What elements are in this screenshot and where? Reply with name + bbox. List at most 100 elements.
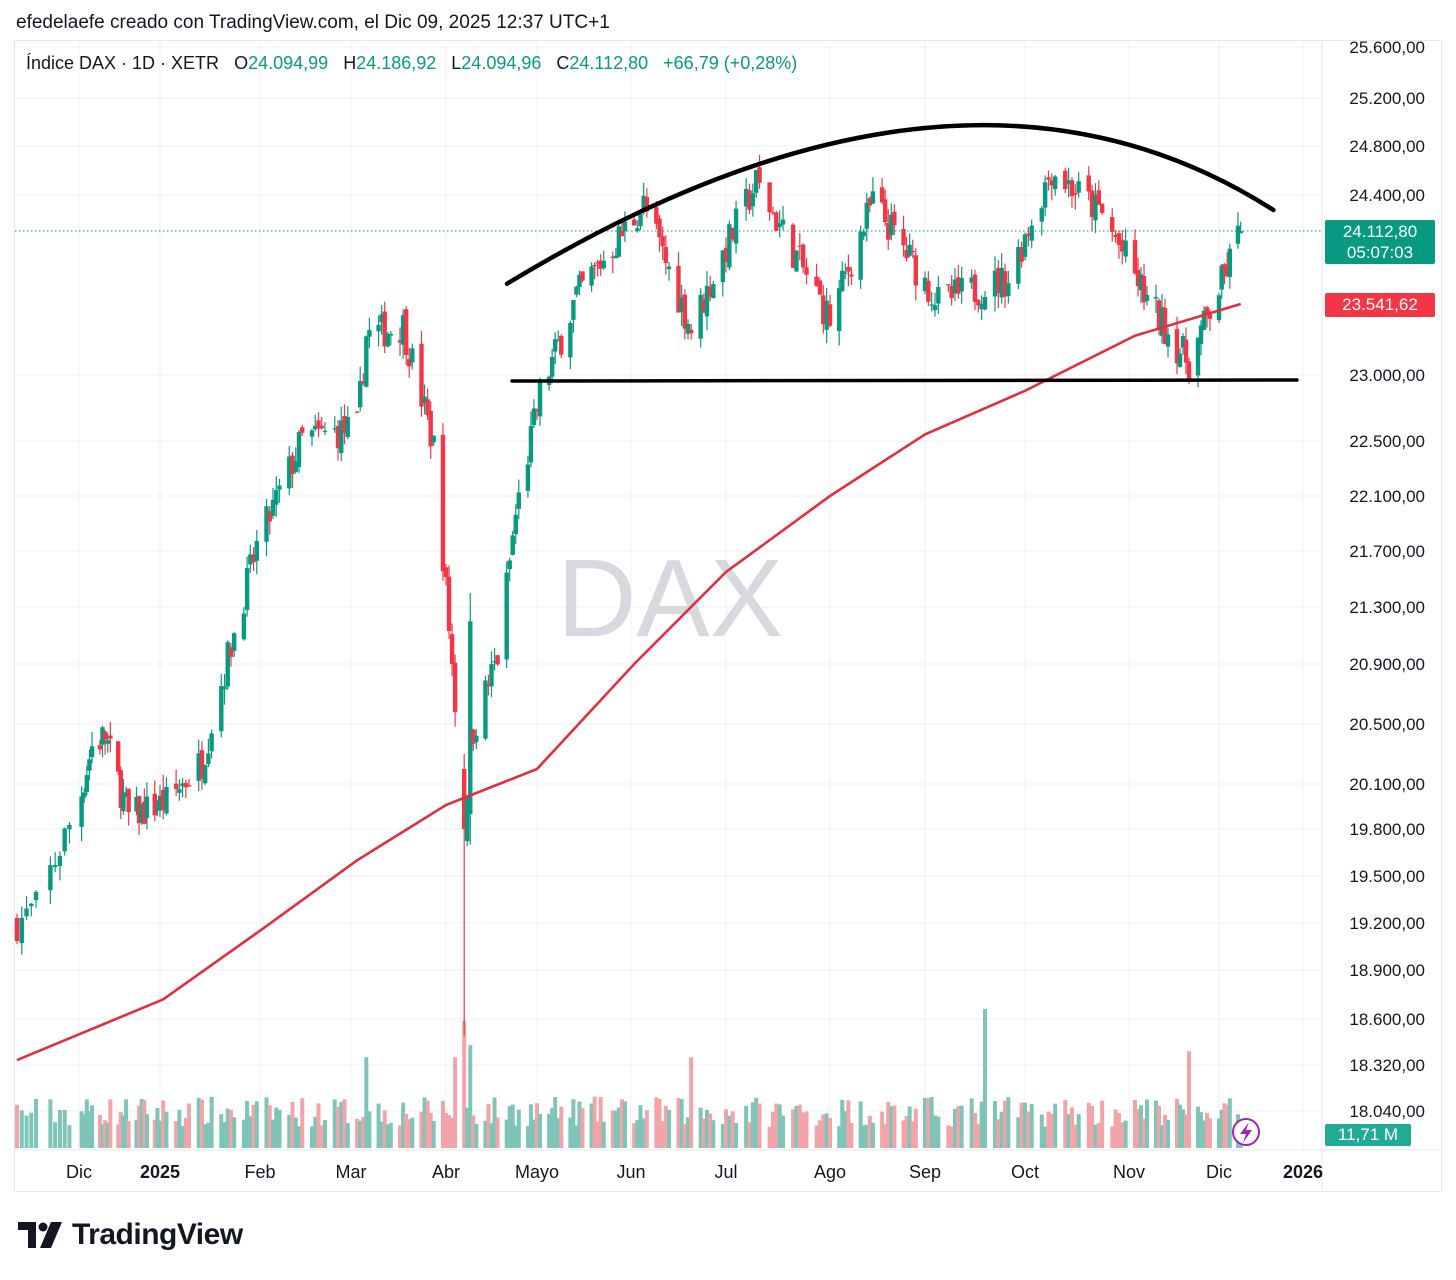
candle-body bbox=[949, 286, 954, 299]
volume-bar bbox=[1139, 1105, 1143, 1148]
volume-bar bbox=[144, 1114, 149, 1148]
candle-body bbox=[89, 746, 95, 757]
candle-body bbox=[1113, 234, 1118, 238]
volume-tag: 11,71 M bbox=[1325, 1124, 1411, 1146]
volume-bar bbox=[248, 1116, 253, 1148]
volume-bar bbox=[271, 1119, 275, 1148]
candle-body bbox=[836, 288, 842, 331]
candle-body bbox=[849, 274, 854, 277]
candle-body bbox=[528, 425, 534, 463]
volume-bar bbox=[1066, 1114, 1071, 1148]
candle-body bbox=[1135, 269, 1141, 286]
candle-body bbox=[976, 300, 981, 306]
lightning-icon[interactable] bbox=[1232, 1118, 1260, 1146]
volume-bar bbox=[889, 1106, 894, 1148]
volume-bar bbox=[48, 1099, 53, 1148]
candle-body bbox=[219, 686, 224, 732]
volume-bar bbox=[999, 1111, 1004, 1148]
candle-body bbox=[1026, 233, 1031, 237]
candle-body bbox=[1049, 180, 1055, 186]
candle-body bbox=[870, 191, 876, 204]
volume-bar bbox=[367, 1111, 372, 1148]
candle-body bbox=[1177, 353, 1183, 367]
candle-body bbox=[1073, 192, 1078, 195]
volume-bar bbox=[339, 1101, 344, 1148]
volume-bar bbox=[730, 1111, 735, 1148]
volume-bar bbox=[929, 1097, 934, 1148]
candle-body bbox=[733, 208, 739, 244]
volume-bar bbox=[290, 1101, 295, 1148]
volume-bar bbox=[635, 1120, 640, 1148]
volume-bar bbox=[293, 1117, 298, 1148]
candle-body bbox=[342, 416, 347, 434]
candle-body bbox=[139, 803, 144, 824]
candle-body bbox=[574, 286, 579, 295]
candle-body bbox=[1022, 234, 1028, 257]
candle-body bbox=[123, 793, 129, 797]
volume-bar bbox=[1145, 1099, 1149, 1148]
volume-bar bbox=[134, 1120, 139, 1148]
candle-body bbox=[613, 255, 619, 259]
candle-body bbox=[797, 245, 803, 247]
volume-bar bbox=[82, 1114, 87, 1148]
candle-body bbox=[901, 229, 906, 246]
volume-bar bbox=[219, 1114, 224, 1148]
candle-body bbox=[244, 568, 250, 611]
candle-body bbox=[568, 323, 573, 358]
volume-bar bbox=[767, 1126, 772, 1148]
volume-bar bbox=[1120, 1122, 1125, 1148]
candle-body bbox=[186, 785, 192, 787]
volume-bar bbox=[1181, 1109, 1185, 1148]
volume-bar bbox=[1196, 1106, 1200, 1148]
price-axis-label: 20.500,00 bbox=[1349, 715, 1425, 734]
tradingview-logo[interactable]: TradingView bbox=[18, 1218, 243, 1252]
volume-bar bbox=[638, 1105, 643, 1148]
candle-body bbox=[1198, 325, 1204, 344]
volume-bar bbox=[228, 1110, 233, 1148]
volume-bar bbox=[1113, 1109, 1118, 1148]
candle-body bbox=[443, 567, 449, 578]
volume-bar bbox=[774, 1103, 779, 1148]
candle-body bbox=[679, 297, 684, 312]
chart-frame[interactable] bbox=[14, 40, 1442, 1192]
candle-body bbox=[1207, 314, 1213, 319]
candle-body bbox=[800, 244, 806, 268]
candle-body bbox=[598, 260, 603, 269]
volume-bar bbox=[1043, 1126, 1048, 1148]
candle-body bbox=[196, 753, 201, 781]
time-axis-label: Dic bbox=[1206, 1162, 1232, 1182]
candle-body bbox=[654, 207, 659, 224]
last-price-value: 24.112,80 bbox=[1342, 222, 1418, 241]
volume-bar bbox=[757, 1103, 762, 1148]
volume-bar bbox=[828, 1118, 832, 1148]
volume-bar bbox=[577, 1101, 582, 1148]
candle-body bbox=[180, 783, 185, 787]
candle-body bbox=[1216, 295, 1222, 320]
volume-bar bbox=[867, 1115, 872, 1148]
volume-bar bbox=[336, 1106, 340, 1148]
candle-body bbox=[525, 464, 531, 491]
volume-bar bbox=[953, 1108, 957, 1148]
candle-body bbox=[102, 731, 108, 740]
candle-body bbox=[952, 279, 958, 294]
volume-bar bbox=[1205, 1112, 1209, 1148]
candle-body bbox=[339, 420, 344, 454]
candle-body bbox=[711, 284, 716, 299]
volume-bar bbox=[708, 1113, 713, 1148]
volume-bar bbox=[1160, 1125, 1164, 1148]
volume-bar bbox=[440, 1101, 445, 1148]
volume-bar bbox=[676, 1098, 681, 1148]
candle-body bbox=[468, 621, 473, 814]
volume-bar bbox=[1073, 1124, 1078, 1148]
candle-body bbox=[777, 223, 782, 228]
volume-bar bbox=[550, 1107, 555, 1148]
volume-bar bbox=[116, 1124, 121, 1148]
candle-body bbox=[164, 786, 169, 814]
volume-bar bbox=[589, 1103, 594, 1148]
volume-bar bbox=[734, 1122, 739, 1148]
volume-bar bbox=[103, 1120, 108, 1148]
candle-body bbox=[206, 753, 211, 765]
candle-body bbox=[1227, 248, 1233, 277]
volume-bar bbox=[1093, 1124, 1098, 1148]
